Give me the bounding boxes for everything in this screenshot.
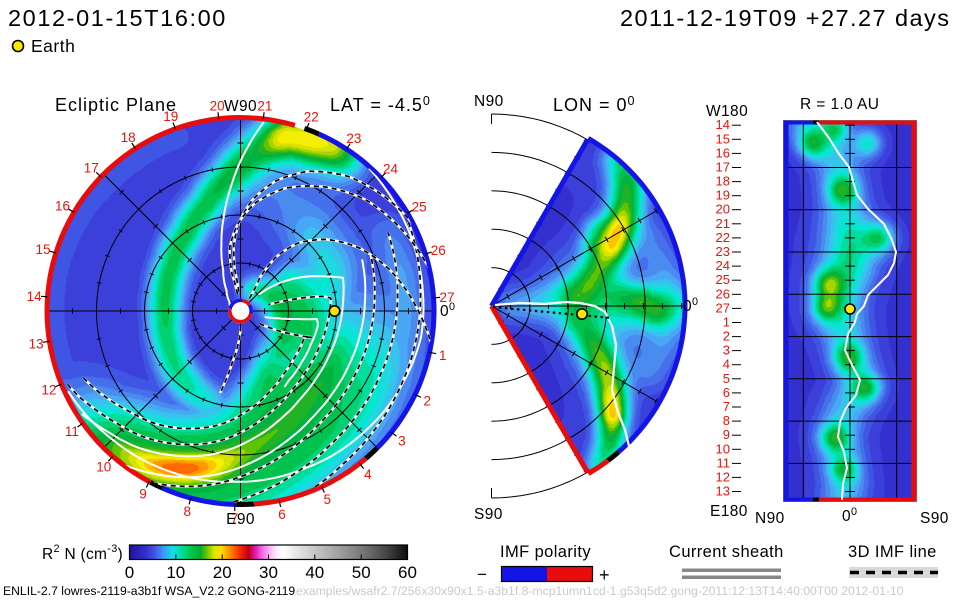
- svg-text:27: 27: [716, 300, 730, 315]
- svg-text:4: 4: [723, 357, 730, 372]
- svg-text:9: 9: [723, 427, 730, 442]
- svg-text:26: 26: [431, 243, 446, 258]
- svg-text:20: 20: [210, 98, 225, 113]
- svg-text:2012-01-15T16:00: 2012-01-15T16:00: [8, 5, 227, 31]
- svg-text:3: 3: [398, 434, 406, 449]
- svg-text:3: 3: [723, 343, 730, 358]
- svg-text:2011-12-19T09 +27.27 days: 2011-12-19T09 +27.27 days: [620, 5, 950, 31]
- svg-text:12: 12: [716, 469, 730, 484]
- svg-text:E180: E180: [710, 503, 748, 520]
- svg-text:16: 16: [55, 199, 70, 214]
- svg-text:23: 23: [716, 244, 730, 259]
- svg-text:S90: S90: [920, 510, 949, 527]
- svg-text:10: 10: [716, 441, 730, 456]
- svg-text:10: 10: [96, 459, 111, 474]
- svg-text:2: 2: [723, 329, 730, 344]
- svg-text:60: 60: [398, 563, 417, 582]
- svg-text:8: 8: [184, 504, 192, 519]
- svg-text:6: 6: [278, 507, 286, 522]
- svg-text:25: 25: [716, 272, 730, 287]
- svg-text:1: 1: [723, 315, 730, 330]
- svg-text:22: 22: [304, 110, 319, 125]
- svg-text:17: 17: [84, 161, 99, 176]
- svg-text:N90: N90: [755, 510, 785, 527]
- svg-text:12: 12: [41, 382, 56, 397]
- svg-text:40: 40: [305, 563, 324, 582]
- svg-text:22: 22: [716, 230, 730, 245]
- svg-text:20: 20: [716, 202, 730, 217]
- svg-text:11: 11: [717, 455, 731, 470]
- svg-text:13: 13: [29, 336, 44, 351]
- svg-text:15: 15: [716, 131, 730, 146]
- svg-text:14: 14: [27, 289, 43, 304]
- svg-text:24: 24: [383, 161, 399, 176]
- svg-text:6: 6: [723, 385, 730, 400]
- svg-text:50: 50: [352, 563, 371, 582]
- svg-text:8: 8: [723, 413, 730, 428]
- svg-text:W180: W180: [706, 103, 748, 120]
- svg-text:30: 30: [259, 563, 278, 582]
- svg-text:ENLIL-2.7 lowres-2119-a3b1f WS: ENLIL-2.7 lowres-2119-a3b1f WSA_V2.2 GON…: [3, 584, 295, 598]
- svg-text:examples/wsafr2.7/256x30x90x1.: examples/wsafr2.7/256x30x90x1.5-a3b1f.8-…: [296, 584, 904, 598]
- svg-text:26: 26: [716, 286, 730, 301]
- svg-text:21: 21: [716, 216, 730, 231]
- svg-text:20: 20: [213, 563, 232, 582]
- svg-text:13: 13: [716, 484, 730, 499]
- svg-text:15: 15: [35, 242, 50, 257]
- svg-text:0: 0: [125, 563, 134, 582]
- svg-text:W90: W90: [224, 98, 257, 115]
- svg-text:5: 5: [723, 371, 730, 386]
- svg-text:N90: N90: [474, 93, 504, 110]
- svg-text:18: 18: [716, 174, 730, 189]
- svg-text:7: 7: [723, 399, 730, 414]
- svg-text:25: 25: [412, 199, 427, 214]
- svg-text:R = 1.0 AU: R = 1.0 AU: [800, 96, 879, 113]
- svg-text:−: −: [477, 565, 487, 584]
- svg-text:9: 9: [139, 487, 147, 502]
- svg-text:+: +: [599, 565, 610, 585]
- svg-text:Earth: Earth: [31, 36, 75, 56]
- svg-text:3D IMF line: 3D IMF line: [848, 543, 937, 561]
- svg-text:4: 4: [364, 467, 372, 482]
- svg-text:10: 10: [166, 563, 185, 582]
- svg-text:E90: E90: [226, 511, 255, 528]
- svg-text:21: 21: [257, 99, 272, 114]
- svg-text:17: 17: [716, 160, 730, 175]
- svg-text:Ecliptic Plane: Ecliptic Plane: [55, 95, 177, 115]
- svg-text:24: 24: [716, 258, 730, 273]
- svg-text:16: 16: [716, 145, 730, 160]
- svg-text:LON = 00: LON = 00: [553, 94, 636, 115]
- svg-text:19: 19: [716, 188, 730, 203]
- svg-text:11: 11: [65, 424, 79, 439]
- svg-text:LAT = -4.50: LAT = -4.50: [330, 94, 431, 115]
- svg-text:5: 5: [324, 492, 332, 507]
- svg-text:2: 2: [423, 393, 431, 408]
- svg-text:1: 1: [439, 348, 447, 363]
- svg-text:Current sheath: Current sheath: [669, 543, 784, 561]
- svg-text:23: 23: [346, 131, 361, 146]
- svg-text:18: 18: [121, 130, 136, 145]
- svg-text:IMF polarity: IMF polarity: [500, 543, 591, 561]
- svg-text:S90: S90: [474, 506, 503, 523]
